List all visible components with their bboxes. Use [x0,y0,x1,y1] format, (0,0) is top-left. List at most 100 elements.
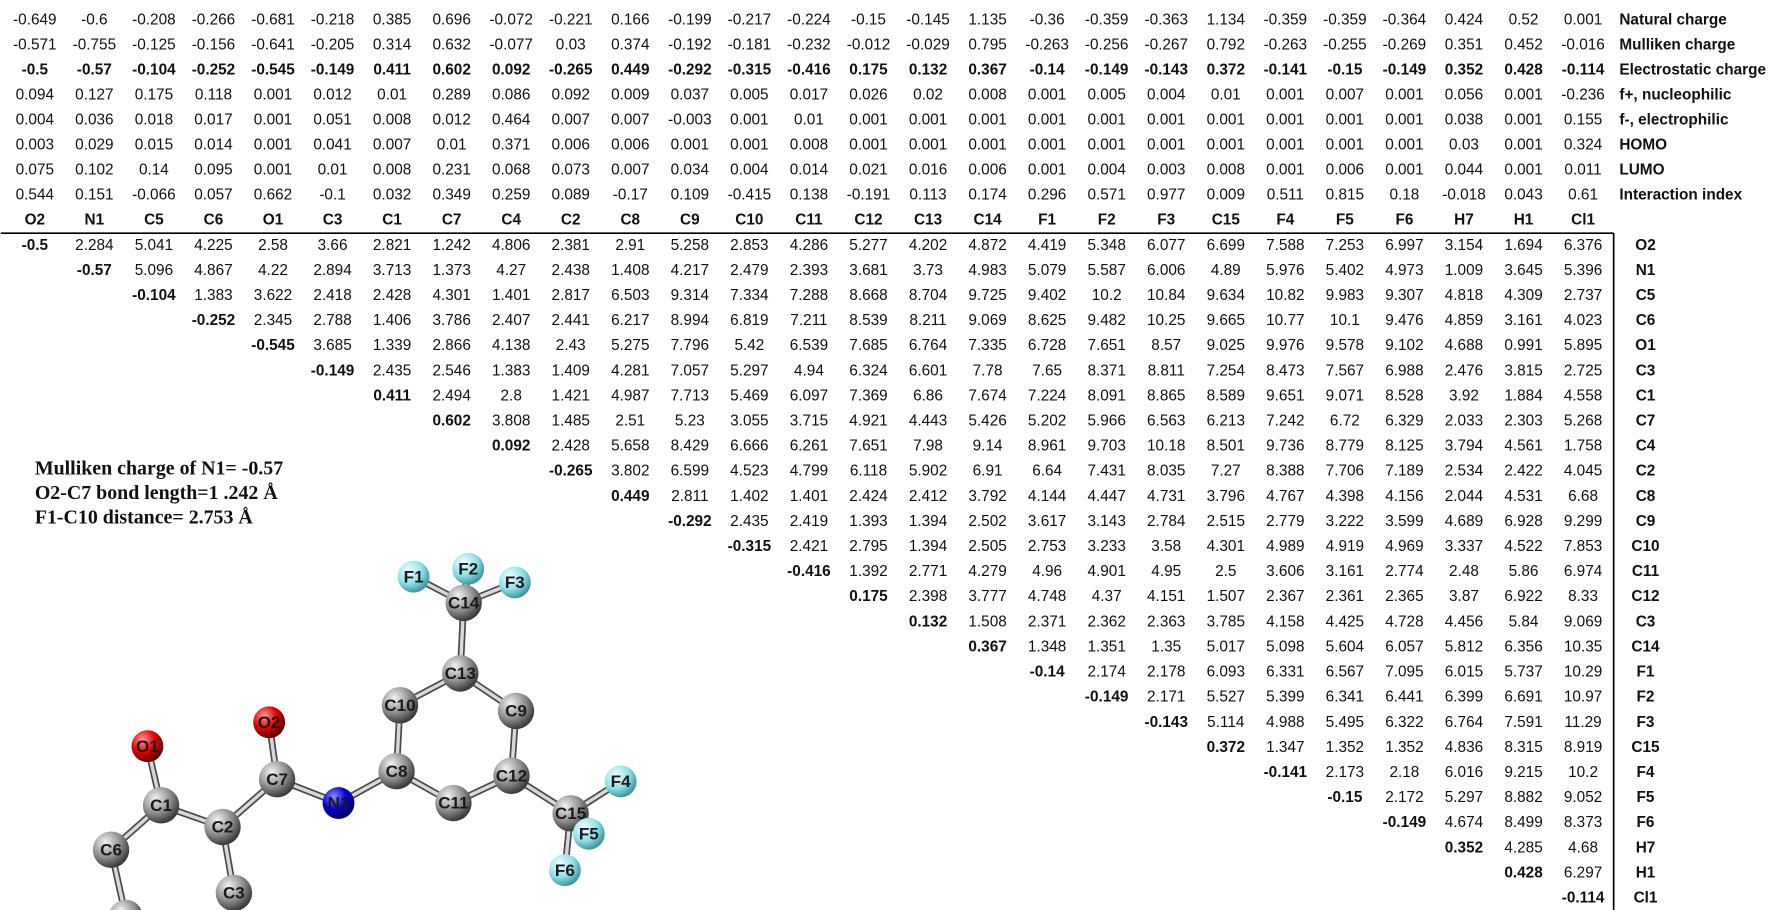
matrix-value: 1.694 [1504,237,1543,254]
property-value: 0.166 [611,12,649,29]
property-value: 0.001 [909,112,947,129]
matrix-value: 6.324 [849,362,888,379]
property-value: -0.145 [906,12,950,29]
matrix-value: 6.329 [1385,412,1423,429]
property-value: 1.134 [1207,12,1246,29]
matrix-value: 3.143 [1087,513,1125,530]
matrix-value: 10.77 [1266,312,1304,329]
property-value: -0.359 [1264,12,1308,29]
matrix-value: 3.617 [1028,513,1066,530]
property-value: 0.102 [75,162,113,179]
property-value: -0.649 [13,12,57,29]
property-value: 0.371 [492,137,530,154]
matrix-value: 9.314 [671,287,710,304]
matrix-value: 2.753 [1028,538,1066,555]
matrix-value: 5.527 [1207,689,1245,706]
property-value: -0.6 [81,12,107,29]
column-header: C11 [795,212,823,229]
matrix-value: 5.399 [1266,689,1304,706]
property-value: 0.289 [432,87,470,104]
matrix-value: 3.73 [913,262,943,279]
row-label: F4 [1637,764,1655,781]
matrix-value: 9.14 [973,438,1003,455]
matrix-value: 3.681 [849,262,887,279]
property-value: 0.324 [1564,137,1603,154]
matrix-value: 6.563 [1147,412,1185,429]
property-value: 0.795 [968,37,1006,54]
property-label: Natural charge [1619,12,1727,29]
matrix-value: 2.779 [1266,513,1304,530]
matrix-value: 3.802 [611,463,649,480]
row-label: F3 [1637,714,1655,731]
matrix-value: 6.322 [1385,714,1423,731]
matrix-value: 2.363 [1147,613,1185,630]
matrix-value: 4.872 [968,237,1006,254]
property-value: -0.267 [1144,37,1188,54]
column-header: C12 [854,212,882,229]
matrix-value: 6.261 [790,438,828,455]
matrix-diagonal: -0.292 [668,513,712,530]
matrix-value: 9.102 [1385,337,1423,354]
matrix-value: 1.401 [790,488,828,505]
property-value: -0.681 [251,12,295,29]
matrix-value: 1.394 [909,538,948,555]
column-header: C5 [144,212,164,229]
column-header: H7 [1454,212,1474,229]
matrix-value: 2.821 [373,237,411,254]
atom-label: O2 [258,713,281,732]
property-value: 0.017 [790,87,828,104]
matrix-value: 9.299 [1564,513,1602,530]
property-value: 0.001 [1028,112,1066,129]
matrix-value: 6.86 [913,387,943,404]
matrix-value: 6.567 [1326,664,1364,681]
matrix-value: 3.815 [1504,362,1542,379]
matrix-value: 3.233 [1087,538,1125,555]
matrix-value: 4.456 [1445,613,1483,630]
matrix-value: 7.254 [1207,362,1246,379]
matrix-value: 10.84 [1147,287,1186,304]
matrix-value: 2.365 [1385,588,1423,605]
matrix-value: 6.016 [1445,764,1483,781]
matrix-value: 6.764 [1445,714,1484,731]
property-value: -0.232 [787,37,831,54]
matrix-value: 4.37 [1092,588,1122,605]
column-header: C2 [561,212,581,229]
matrix-value: 1.401 [492,287,530,304]
matrix-value: 6.666 [730,438,768,455]
property-value: -0.104 [132,62,176,79]
property-value: 0.174 [968,187,1007,204]
property-value: 0.61 [1568,187,1598,204]
row-label: F6 [1637,814,1655,831]
matrix-value: 5.84 [1509,613,1539,630]
property-value: 0.034 [671,162,710,179]
property-value: 0.001 [1326,137,1364,154]
property-value: 0.001 [849,137,887,154]
matrix-value: 6.217 [611,312,649,329]
property-value: 0.314 [373,37,412,54]
matrix-value: 8.704 [909,287,948,304]
matrix-value: 3.87 [1449,588,1479,605]
matrix-value: 6.118 [850,463,887,480]
property-value: 0.044 [1445,162,1484,179]
property-value: 0.001 [254,87,292,104]
property-value: -0.125 [132,37,176,54]
property-value: 0.01 [377,87,407,104]
matrix-value: 8.528 [1385,387,1423,404]
property-value: 0.001 [1028,87,1066,104]
matrix-value: 8.589 [1207,387,1245,404]
property-value: 0.086 [492,87,530,104]
atom-label: C1 [150,796,172,815]
row-label: C12 [1631,588,1659,605]
matrix-diagonal: 0.602 [432,412,470,429]
property-value: 0.511 [1267,187,1304,204]
atom-label: C9 [505,702,527,721]
property-value: -0.269 [1383,37,1427,54]
matrix-value: 1.348 [1028,638,1066,655]
property-value: 0.015 [135,137,173,154]
matrix-value: 3.154 [1445,237,1484,254]
property-value: 0.051 [313,112,351,129]
property-value: 0.004 [730,162,769,179]
property-value: 0.132 [909,62,947,79]
matrix-value: 5.277 [849,237,887,254]
matrix-value: 3.606 [1266,563,1304,580]
